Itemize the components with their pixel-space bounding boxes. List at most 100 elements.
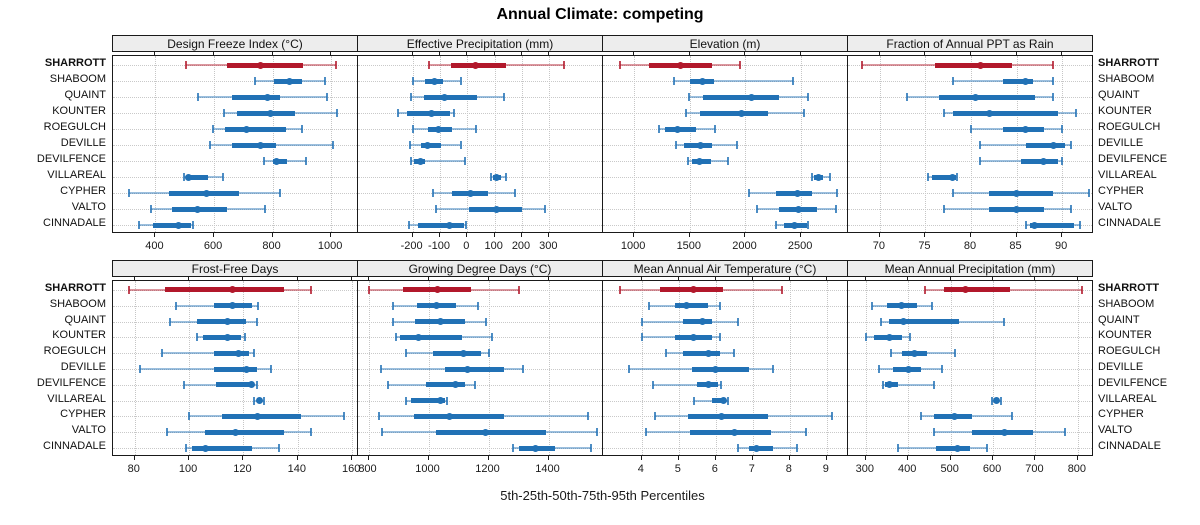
median-dot bbox=[677, 61, 685, 69]
median-dot bbox=[223, 333, 231, 341]
whisker-cap bbox=[300, 125, 303, 133]
x-tick bbox=[970, 233, 971, 237]
x-tick-top bbox=[521, 52, 522, 55]
site-label-right: CINNADALE bbox=[1098, 217, 1161, 229]
x-tick-label: 1200 bbox=[475, 463, 500, 475]
whisker-cap bbox=[720, 380, 723, 389]
x-tick-top bbox=[188, 277, 190, 280]
whisker-cap bbox=[956, 173, 959, 181]
median-dot bbox=[972, 93, 980, 101]
whisker-cap bbox=[735, 141, 738, 149]
median-dot bbox=[1022, 77, 1030, 85]
whisker-cap bbox=[428, 61, 431, 69]
site-label-right: SHABOOM bbox=[1098, 297, 1155, 310]
whisker-cap bbox=[503, 93, 506, 101]
whisker-cap bbox=[803, 109, 806, 117]
x-tick-top bbox=[411, 52, 413, 55]
site-label-right: DEVILFENCE bbox=[1098, 153, 1168, 165]
iqr-bar bbox=[1002, 78, 1033, 84]
iqr-bar bbox=[931, 174, 956, 180]
whisker-cap bbox=[405, 396, 407, 405]
iqr-bar bbox=[952, 110, 1058, 116]
site-gridline bbox=[603, 193, 847, 194]
x-gridline bbox=[1077, 281, 1079, 455]
median-dot bbox=[531, 444, 539, 452]
x-tick bbox=[677, 456, 679, 460]
median-dot bbox=[904, 365, 912, 373]
whisker-cap bbox=[772, 365, 775, 373]
whisker-cap bbox=[738, 61, 741, 69]
x-tick-label: 140 bbox=[287, 463, 306, 475]
x-tick-label: 75 bbox=[918, 240, 931, 252]
site-label-left: DEVILLE bbox=[60, 361, 106, 373]
whisker-cap bbox=[877, 365, 880, 373]
iqr-bar bbox=[944, 287, 1010, 293]
x-gridline bbox=[134, 281, 136, 455]
site-label-right: VILLAREAL bbox=[1098, 392, 1157, 405]
x-tick-label: 120 bbox=[233, 463, 252, 475]
whisker-cap bbox=[1052, 93, 1054, 101]
whisker-cap bbox=[490, 333, 493, 342]
whisker-cap bbox=[835, 189, 838, 197]
x-tick-label: 6 bbox=[711, 463, 718, 475]
x-tick-label: 400 bbox=[898, 463, 917, 475]
x-tick bbox=[633, 233, 635, 237]
whisker-cap bbox=[979, 157, 982, 165]
site-gridline bbox=[848, 321, 1092, 323]
x-tick-top bbox=[330, 52, 332, 55]
range-line bbox=[140, 368, 271, 370]
percentiles-caption: 5th-25th-50th-75th-95th Percentiles bbox=[500, 488, 705, 503]
median-dot bbox=[184, 173, 192, 181]
whisker-cap bbox=[391, 301, 394, 310]
whisker-cap bbox=[208, 141, 211, 149]
site-gridline bbox=[113, 161, 357, 162]
whisker-cap bbox=[687, 93, 690, 101]
site-gridline bbox=[358, 81, 602, 82]
x-tick-label: 400 bbox=[145, 240, 164, 252]
whisker-cap bbox=[432, 189, 435, 197]
site-gridline bbox=[848, 81, 1092, 82]
panel-header: Mean Annual Precipitation (mm) bbox=[847, 260, 1093, 277]
median-dot bbox=[253, 412, 261, 420]
whisker-cap bbox=[139, 365, 142, 373]
iqr-bar bbox=[152, 222, 191, 228]
x-tick bbox=[330, 233, 332, 237]
x-tick bbox=[487, 456, 489, 460]
site-label-right: DEVILLE bbox=[1098, 361, 1144, 373]
site-gridline bbox=[113, 400, 357, 402]
x-tick-top bbox=[878, 52, 880, 55]
median-dot bbox=[1040, 157, 1048, 165]
site-gridline bbox=[603, 65, 847, 66]
whisker-cap bbox=[191, 221, 194, 229]
whisker-cap bbox=[1088, 189, 1091, 197]
site-label-right: CINNADALE bbox=[1098, 440, 1161, 453]
whisker-cap bbox=[160, 349, 163, 358]
site-gridline bbox=[848, 448, 1092, 450]
whisker-cap bbox=[396, 109, 399, 117]
median-dot bbox=[472, 61, 480, 69]
whisker-cap bbox=[452, 109, 455, 117]
site-gridline bbox=[603, 129, 847, 130]
median-dot bbox=[885, 333, 893, 341]
iqr-bar bbox=[216, 382, 255, 388]
x-tick-top bbox=[548, 52, 550, 55]
median-dot bbox=[949, 173, 957, 181]
panel-header: Growing Degree Days (°C) bbox=[357, 260, 603, 277]
whisker-cap bbox=[1052, 61, 1054, 69]
median-dot bbox=[285, 77, 293, 85]
iqr-bar bbox=[712, 398, 727, 404]
site-gridline bbox=[358, 305, 602, 307]
median-dot bbox=[435, 125, 443, 133]
median-dot bbox=[1031, 221, 1039, 229]
whisker-cap bbox=[221, 173, 224, 181]
x-tick-label: 80 bbox=[963, 240, 977, 252]
whisker-cap bbox=[651, 380, 654, 389]
x-tick bbox=[296, 456, 298, 460]
panel-header: Frost-Free Days bbox=[112, 260, 358, 277]
median-dot bbox=[1013, 205, 1021, 213]
iqr-bar bbox=[418, 222, 465, 228]
range-line bbox=[411, 160, 465, 162]
whisker-cap bbox=[305, 157, 308, 165]
site-label-right: SHABOOM bbox=[1098, 73, 1155, 85]
site-label-right: DEVILFENCE bbox=[1098, 376, 1168, 389]
